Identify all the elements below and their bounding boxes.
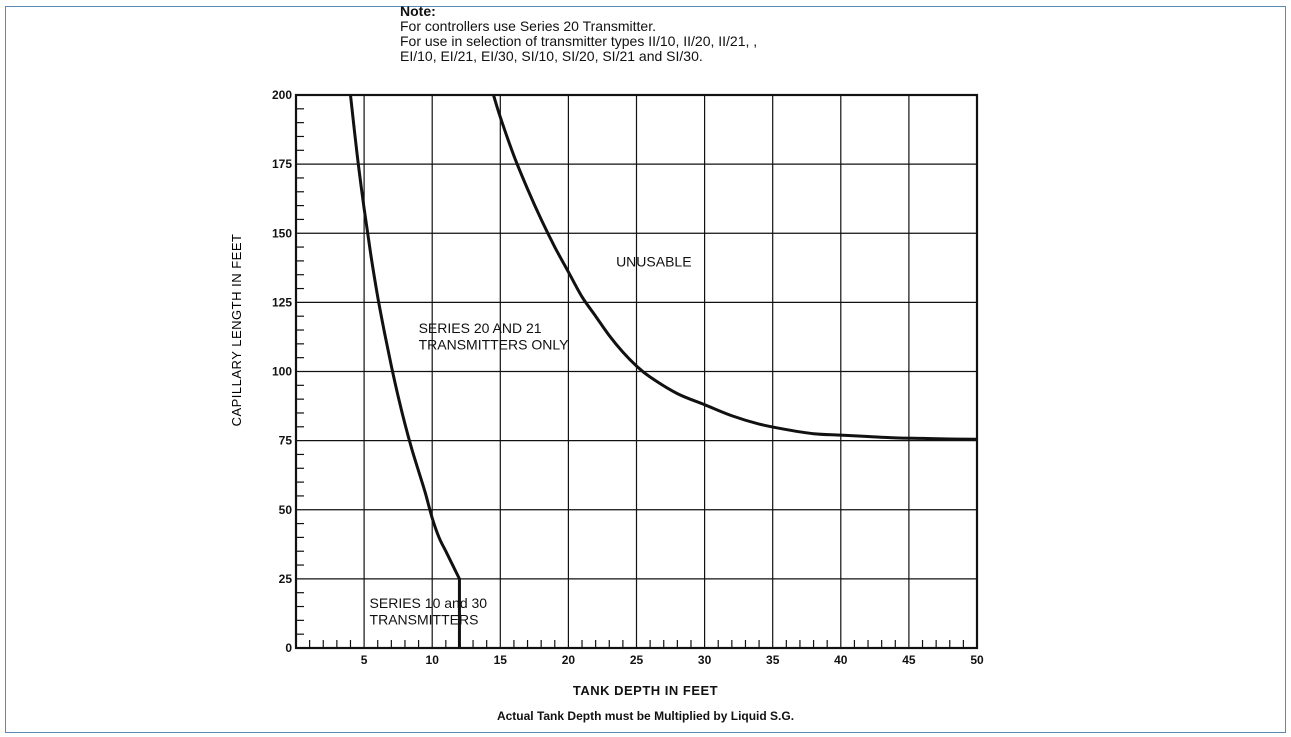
y-axis-label: CAPILLARY LENGTH IN FEET [229, 234, 244, 427]
grid-lines [294, 93, 979, 650]
x-axis-label: TANK DEPTH IN FEET [572, 683, 719, 698]
x-tick-label: 45 [902, 653, 916, 667]
region-label-5: TRANSMITTERS [370, 611, 479, 627]
y-tick-label: 125 [272, 295, 292, 309]
region-label-4: SERIES 10 and 30 [370, 595, 488, 611]
y-tick-label: 175 [272, 157, 292, 171]
x-tick-label: 30 [698, 653, 712, 667]
x-tick-label: 15 [494, 653, 508, 667]
x-tick-label: 20 [562, 653, 576, 667]
x-tick-label: 25 [630, 653, 644, 667]
minor-ticks [296, 108, 964, 648]
chart-subcaption: Actual Tank Depth must be Multiplied by … [496, 709, 795, 723]
y-tick-label: 75 [279, 434, 293, 448]
x-tick-label: 40 [834, 653, 848, 667]
note-line-2: For use in selection of transmitter type… [400, 33, 758, 49]
note-block: Note: For controllers use Series 20 Tran… [400, 4, 757, 64]
y-tick-label: 200 [272, 88, 292, 102]
figure-frame [5, 6, 1286, 733]
x-tick-label: 5 [361, 653, 368, 667]
y-tick-label: 0 [285, 641, 292, 655]
x-tick-label: 50 [970, 653, 984, 667]
region-label-1: UNUSABLE [616, 253, 691, 269]
series-lines [348, 94, 978, 648]
series-line-2 [492, 94, 978, 441]
plot-border [294, 93, 979, 650]
x-tick-label: 10 [426, 653, 440, 667]
region-label-3: TRANSMITTERS ONLY [419, 336, 570, 352]
note-line-3: EI/10, EI/21, EI/30, SI/10, SI/20, SI/21… [400, 48, 703, 64]
y-tick-label: 150 [272, 226, 292, 240]
x-tick-label: 35 [766, 653, 780, 667]
y-tick-label: 100 [272, 365, 292, 379]
y-tick-label: 50 [279, 503, 293, 517]
note-title: Note: [400, 3, 436, 19]
note-line-1: For controllers use Series 20 Transmitte… [400, 18, 656, 34]
y-tick-label: 25 [279, 572, 293, 586]
series-line-1 [348, 94, 461, 648]
tick-labels: 5 10 15 20 25 30 35 40 45 50 0 25 50 75 100 125 150 175 20… [272, 88, 984, 667]
region-label-2: SERIES 20 AND 21 [419, 320, 542, 336]
